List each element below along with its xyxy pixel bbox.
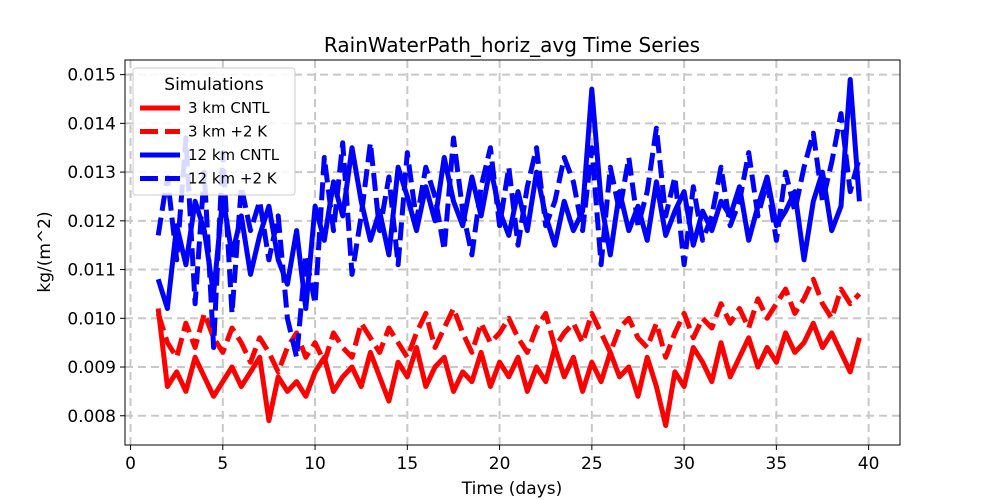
legend-title: Simulations — [164, 75, 264, 95]
y-axis-label: kg/(m^2) — [35, 211, 55, 292]
y-tick-label: 0.015 — [67, 66, 116, 86]
x-tick-label: 0 — [125, 454, 136, 474]
series-line-3-km-cntl — [155, 308, 862, 428]
x-tick-label: 30 — [673, 454, 695, 474]
legend: Simulations 3 km CNTL 3 km +2 K 12 km CNTL… — [132, 67, 296, 196]
x-tick-label: 25 — [581, 454, 603, 474]
legend-box — [132, 67, 296, 196]
y-axis-ticks: 0.008 0.009 0.010 0.011 0.012 0.013 0.014 0.015 — [67, 66, 125, 427]
y-tick-label: 0.010 — [67, 309, 116, 329]
y-tick-label: 0.011 — [67, 261, 116, 281]
plot-frame — [124, 59, 901, 446]
x-tick-label: 5 — [217, 454, 228, 474]
series-lines — [155, 77, 862, 428]
series-line-3-km-2-k — [155, 276, 862, 375]
series-line-12-km-cntl — [155, 77, 862, 311]
y-tick-label: 0.012 — [67, 212, 116, 232]
x-tick-label: 35 — [766, 454, 788, 474]
y-tick-label: 0.008 — [67, 407, 116, 427]
series-line-12-km-2-k — [155, 111, 862, 360]
x-tick-label: 10 — [304, 454, 326, 474]
legend-entries: 3 km CNTL 3 km +2 K 12 km CNTL 12 km +2 K — [140, 99, 280, 188]
y-tick-label: 0.009 — [67, 358, 116, 378]
legend-label: 12 km +2 K — [188, 170, 278, 188]
x-tick-label: 40 — [858, 454, 880, 474]
y-tick-label: 0.014 — [67, 114, 116, 134]
x-tick-label: 15 — [397, 454, 419, 474]
y-tick-label: 0.013 — [67, 163, 116, 183]
legend-label: 12 km CNTL — [188, 146, 280, 164]
x-axis-ticks: 0 5 10 15 20 25 30 35 40 — [125, 445, 879, 474]
legend-label: 3 km +2 K — [188, 123, 268, 141]
legend-label: 3 km CNTL — [188, 99, 270, 117]
x-tick-label: 20 — [489, 454, 511, 474]
chart-title: RainWaterPath_horiz_avg Time Series — [324, 33, 700, 57]
x-axis-label: Time (days) — [461, 479, 562, 499]
